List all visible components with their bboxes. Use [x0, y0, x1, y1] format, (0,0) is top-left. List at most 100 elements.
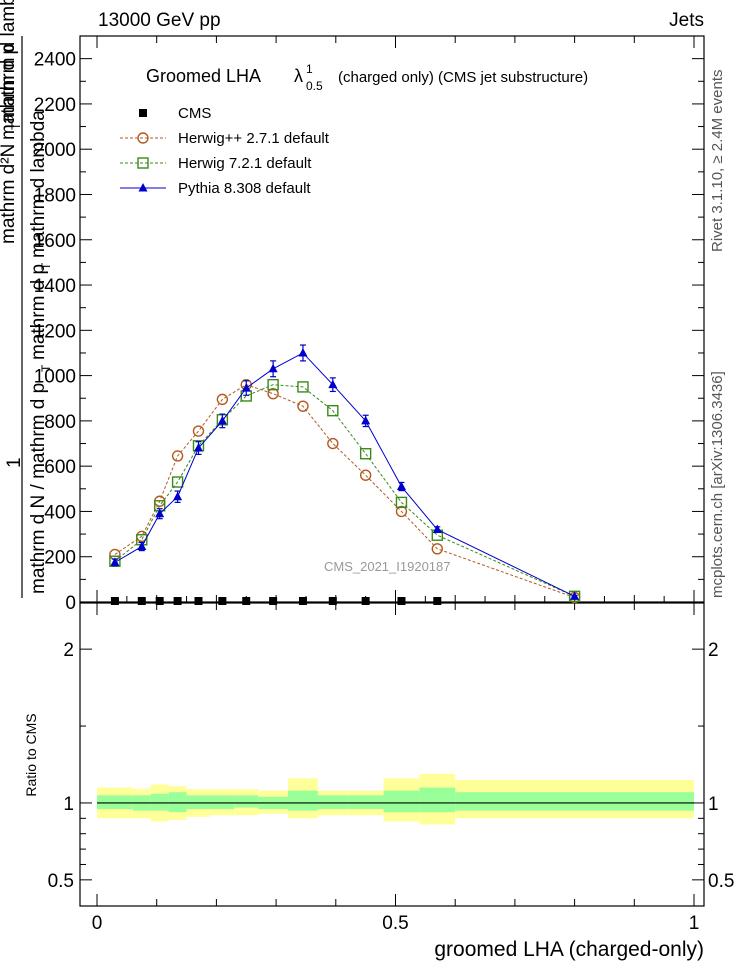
plot-title-sup: 1 [306, 62, 313, 76]
marker-square-filled [155, 597, 164, 605]
main-ytick-label: 0 [65, 593, 76, 614]
marker-square-filled [218, 597, 227, 605]
main-ytick-label: 2000 [34, 140, 76, 161]
marker-circle-open [297, 400, 309, 412]
ylabel-part-4: mathrm d p [28, 264, 49, 360]
marker-triangle-filled [298, 347, 308, 357]
marker-square-open [359, 448, 372, 460]
marker-square-open [171, 476, 184, 488]
legend: CMS Herwig++ 2.7.1 default Herwig 7.2.1 de… [120, 105, 330, 197]
marker-triangle-filled [432, 524, 442, 534]
header-right: Jets [669, 10, 704, 31]
marker-triangle-filled [155, 508, 165, 518]
plot-title: Groomed LHA λ 1 0.5 (charged only) (CMS … [146, 62, 588, 93]
main-ytick-label: 600 [44, 457, 76, 478]
marker-square-filled [361, 597, 370, 605]
main-ytick-label: 1200 [34, 321, 76, 342]
ylabel-part-5: T [39, 262, 53, 270]
marker-triangle-filled [137, 541, 147, 551]
ylabel-part-3: T [39, 364, 53, 372]
marker-circle-open [327, 437, 339, 450]
ratio-ytick-label-right: 0.5 [708, 871, 734, 892]
ratio-band-green [347, 795, 384, 810]
marker-circle-open [359, 469, 372, 481]
marker-square-filled [269, 597, 278, 605]
legend-label: Herwig 7.2.1 default [178, 155, 312, 172]
ratio-band-green [210, 795, 235, 810]
ylabel-part-2: mathrm d N / mathrm d p [28, 383, 49, 594]
marker-circle-open [267, 388, 279, 400]
plot-title-rest: (charged only) (CMS jet substructure) [338, 69, 588, 86]
marker-square-filled [242, 597, 251, 605]
marker-square-filled [298, 597, 307, 605]
marker-circle-open [216, 393, 229, 406]
marker-square-open [395, 496, 408, 509]
main-ytick-label: 400 [44, 502, 76, 523]
marker-square-filled [433, 597, 442, 605]
ratio-ytick-label-right: 1 [708, 794, 719, 815]
series-line [114, 384, 575, 598]
marker-triangle-filled [268, 363, 278, 373]
main-ytick-label: 1600 [34, 231, 76, 252]
main-ytick-label: 800 [44, 412, 76, 433]
series-0 [110, 597, 442, 605]
ratio-band-green [97, 795, 133, 810]
rivet-label: Rivet 3.1.10, ≥ 2.4M events [709, 70, 726, 253]
marker-circle-open [192, 425, 205, 437]
marker-square-filled [194, 597, 203, 605]
plot-title-main: Groomed LHA [146, 66, 261, 86]
marker-square-open [297, 381, 309, 393]
ylabel-part-1: 1 [4, 457, 25, 468]
ylabel-part-7: mathrm d²N [0, 144, 19, 244]
marker-square-open [267, 378, 279, 391]
ratio-band-green [234, 795, 259, 808]
marker-triangle-filled [110, 557, 120, 566]
ratio-band-green [317, 795, 348, 810]
marker-square-filled [110, 597, 119, 605]
series-3 [110, 344, 580, 600]
main-ytick-label: 1400 [34, 276, 76, 297]
ratio-band-green [383, 790, 420, 813]
series-2 [109, 378, 581, 603]
series-layer [109, 344, 581, 605]
marker-circle-open [395, 505, 408, 518]
ratio-xtick-label: 0.5 [382, 913, 408, 934]
main-ytick-label: 1800 [34, 185, 76, 206]
ratio-ytick-label: 0.5 [48, 871, 74, 892]
ylabel-part-10: mathrm d lambda [0, 0, 19, 122]
marker-triangle-filled [396, 481, 406, 491]
marker-triangle-filled [241, 383, 251, 392]
legend-item: Herwig++ 2.7.1 default [120, 130, 330, 147]
ratio-ytick-label: 1 [63, 794, 74, 815]
marker-square-filled [137, 597, 146, 605]
ratio-xtick-label: 1 [689, 913, 700, 934]
main-ytick-label: 2400 [34, 50, 76, 71]
xlabel: groomed LHA (charged-only) [434, 938, 704, 961]
ylabel-part-8: mathrm d p [0, 44, 19, 140]
ylabel-part-9: T [9, 122, 23, 130]
legend-label: Herwig++ 2.7.1 default [178, 130, 330, 147]
plot-title-sub: 0.5 [306, 79, 323, 93]
ylabel-part-6: mathrm d lambda [28, 110, 49, 258]
marker-triangle-filled [570, 591, 580, 600]
series-line [114, 352, 575, 597]
marker-circle-open [431, 543, 443, 555]
marker-square-open [327, 404, 339, 417]
main-ytick-label: 2200 [34, 95, 76, 116]
axes-ticks: 0200400600800100012001400160018002000220… [34, 36, 734, 934]
marker-square-open [137, 157, 149, 169]
marker-square-filled [328, 597, 337, 605]
ratio-band-green [455, 792, 694, 811]
main-ylabel: 1 mathrm d N / mathrm d p T mathrm d p T… [0, 0, 53, 598]
ratio-ytick-label: 2 [63, 640, 74, 661]
mcplots-label: mcplots.cern.ch [arXiv:1306.3436] [709, 371, 726, 598]
marker-triangle-filled [328, 379, 338, 389]
main-ytick-label: 1000 [34, 367, 76, 388]
header-left: 13000 GeV pp [98, 10, 221, 31]
marker-triangle-filled [193, 443, 203, 452]
ratio-band-green [419, 787, 456, 813]
ratio-xtick-label: 0 [92, 913, 103, 934]
ratio-band-green [168, 792, 187, 813]
legend-item: Pythia 8.308 default [120, 180, 311, 197]
